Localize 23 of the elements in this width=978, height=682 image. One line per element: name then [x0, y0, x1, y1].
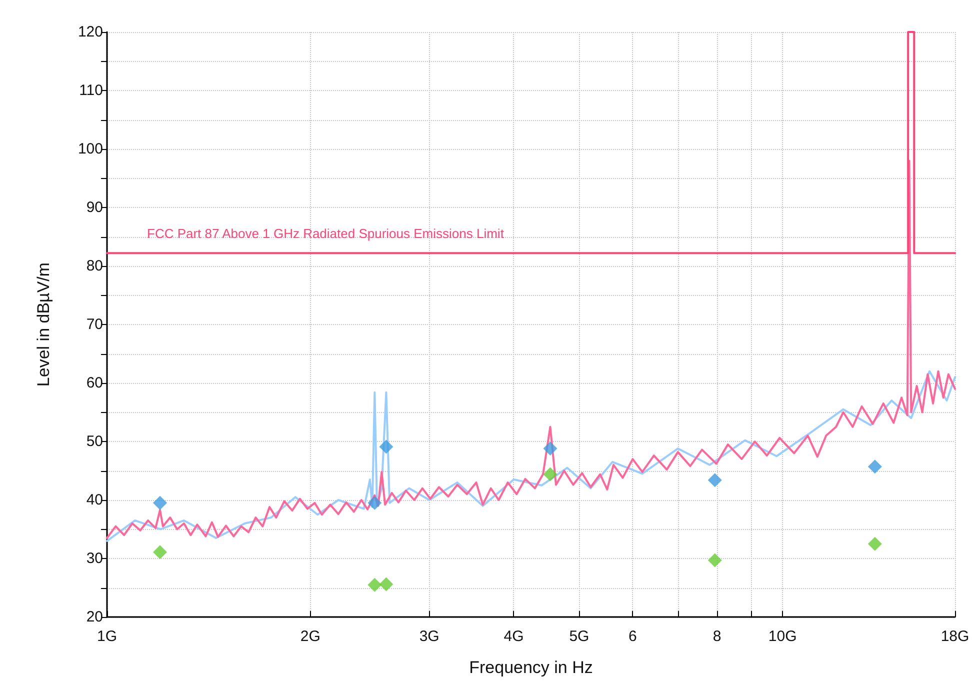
- x-tick-label: 4G: [504, 628, 524, 645]
- y-tick-label: 50: [86, 433, 103, 450]
- x-tick-label: 2G: [300, 628, 320, 645]
- y-tick-label: 70: [86, 316, 103, 333]
- y-tick-label: 20: [86, 608, 103, 626]
- x-tick-label: 10G: [768, 628, 797, 645]
- x-tick-label: 6: [628, 628, 637, 645]
- y-tick-label: 100: [78, 140, 103, 158]
- x-tick-label: 5G: [569, 628, 590, 645]
- series-label: FCC Part 87 Above 1 GHz Radiated Spurious Emissions Limit: [147, 226, 504, 242]
- x-tick-label: 8: [712, 628, 722, 645]
- x-tick-label: 18G: [940, 628, 970, 645]
- y-tick-label: 40: [86, 492, 103, 508]
- x-axis-title: Frequency in Hz: [469, 658, 593, 677]
- y-tick-label: 30: [86, 550, 103, 567]
- y-tick-label: 60: [86, 374, 103, 392]
- y-tick-label: 120: [78, 24, 103, 40]
- x-tick-label: 1G: [96, 628, 118, 645]
- y-tick-label: 110: [79, 82, 103, 99]
- y-axis-title: Level in dBµV/m: [34, 262, 53, 387]
- x-tick-label: 3G: [419, 628, 440, 645]
- y-tick-label: 80: [86, 258, 103, 274]
- y-tick-label: 90: [86, 199, 103, 216]
